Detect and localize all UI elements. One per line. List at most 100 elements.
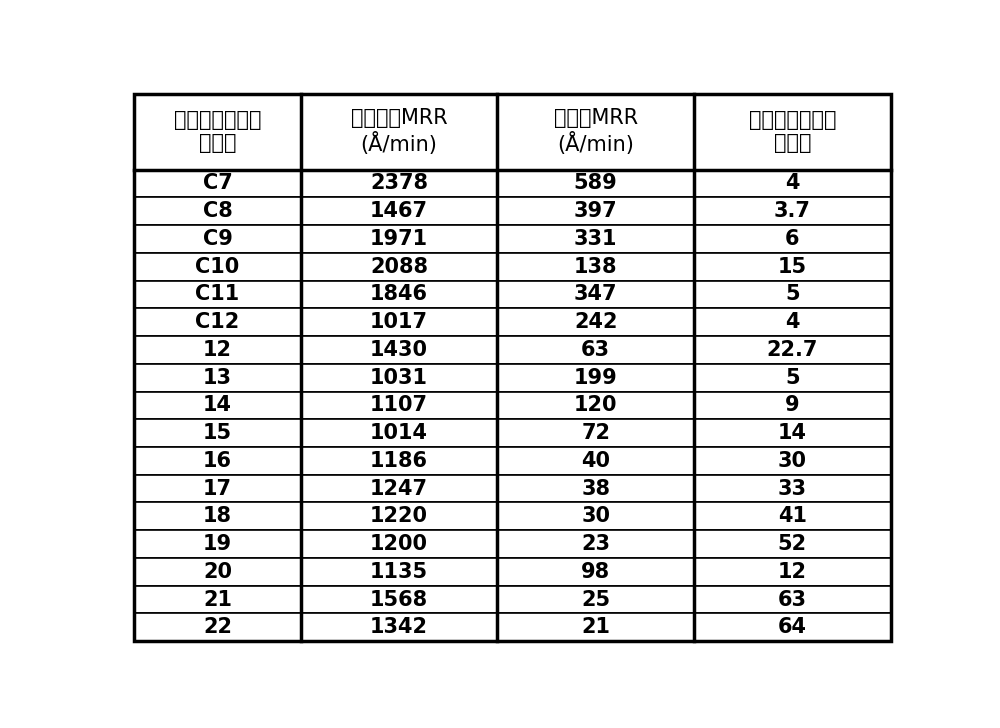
Text: 1200: 1200 <box>370 534 428 554</box>
Bar <box>301 336 497 364</box>
Text: C7: C7 <box>203 173 232 194</box>
Text: 1135: 1135 <box>370 562 428 582</box>
Text: 98: 98 <box>581 562 610 582</box>
Text: C11: C11 <box>195 285 240 304</box>
Text: C8: C8 <box>203 201 232 221</box>
Bar <box>134 530 301 558</box>
Bar <box>497 94 694 170</box>
Text: 18: 18 <box>203 507 232 526</box>
Text: 1430: 1430 <box>370 340 428 360</box>
Text: 1107: 1107 <box>370 395 428 416</box>
Bar <box>134 253 301 280</box>
Bar <box>694 253 891 280</box>
Text: 9: 9 <box>785 395 800 416</box>
Bar <box>301 419 497 447</box>
Bar <box>497 364 694 392</box>
Bar <box>694 475 891 502</box>
Bar <box>497 502 694 530</box>
Text: 5: 5 <box>785 285 800 304</box>
Bar <box>301 475 497 502</box>
Text: 5: 5 <box>785 368 800 387</box>
Bar <box>694 419 891 447</box>
Bar <box>694 530 891 558</box>
Bar <box>497 197 694 225</box>
Bar <box>497 447 694 475</box>
Bar <box>134 586 301 614</box>
Text: 21: 21 <box>581 617 610 637</box>
Text: 21: 21 <box>203 590 232 609</box>
Text: 23: 23 <box>581 534 610 554</box>
Bar <box>497 253 694 280</box>
Text: 12: 12 <box>203 340 232 360</box>
Bar <box>301 530 497 558</box>
Bar <box>301 280 497 308</box>
Bar <box>694 308 891 336</box>
Bar <box>694 586 891 614</box>
Bar <box>301 94 497 170</box>
Bar <box>134 336 301 364</box>
Bar <box>134 308 301 336</box>
Text: 1467: 1467 <box>370 201 428 221</box>
Bar <box>497 392 694 419</box>
Bar <box>134 94 301 170</box>
Bar <box>694 502 891 530</box>
Text: 242: 242 <box>574 312 617 332</box>
Bar <box>694 197 891 225</box>
Bar <box>301 225 497 253</box>
Text: 1342: 1342 <box>370 617 428 637</box>
Bar <box>301 364 497 392</box>
Bar <box>301 308 497 336</box>
Bar <box>301 558 497 586</box>
Text: 14: 14 <box>778 423 807 443</box>
Bar <box>694 614 891 641</box>
Bar <box>134 419 301 447</box>
Text: 63: 63 <box>778 590 807 609</box>
Text: 14: 14 <box>203 395 232 416</box>
Text: 30: 30 <box>581 507 610 526</box>
Bar <box>694 336 891 364</box>
Text: 52: 52 <box>778 534 807 554</box>
Text: 22.7: 22.7 <box>767 340 818 360</box>
Bar <box>134 197 301 225</box>
Text: 64: 64 <box>778 617 807 637</box>
Bar <box>497 614 694 641</box>
Text: 1568: 1568 <box>370 590 428 609</box>
Bar <box>497 530 694 558</box>
Text: 氮化硬MRR
(Å/min): 氮化硬MRR (Å/min) <box>554 108 638 155</box>
Bar <box>497 280 694 308</box>
Bar <box>497 475 694 502</box>
Text: 1014: 1014 <box>370 423 428 443</box>
Text: 199: 199 <box>574 368 618 387</box>
Bar <box>497 419 694 447</box>
Bar <box>694 170 891 197</box>
Bar <box>497 586 694 614</box>
Bar <box>134 447 301 475</box>
Bar <box>694 447 891 475</box>
Bar <box>497 225 694 253</box>
Text: 41: 41 <box>778 507 807 526</box>
Bar <box>134 392 301 419</box>
Bar <box>134 502 301 530</box>
Text: 实施例或对比试
验编号: 实施例或对比试 验编号 <box>174 110 261 154</box>
Bar <box>497 558 694 586</box>
Bar <box>497 336 694 364</box>
Bar <box>134 280 301 308</box>
Bar <box>301 170 497 197</box>
Text: 4: 4 <box>785 312 800 332</box>
Bar <box>694 558 891 586</box>
Text: 1031: 1031 <box>370 368 428 387</box>
Text: 1971: 1971 <box>370 229 428 249</box>
Bar <box>694 392 891 419</box>
Text: 22: 22 <box>203 617 232 637</box>
Text: 138: 138 <box>574 257 617 277</box>
Text: 40: 40 <box>581 451 610 471</box>
Bar <box>134 475 301 502</box>
Text: 19: 19 <box>203 534 232 554</box>
Text: 63: 63 <box>581 340 610 360</box>
Bar <box>134 558 301 586</box>
Text: 1186: 1186 <box>370 451 428 471</box>
Bar <box>694 280 891 308</box>
Text: 2088: 2088 <box>370 257 428 277</box>
Bar <box>301 614 497 641</box>
Text: 25: 25 <box>581 590 610 609</box>
